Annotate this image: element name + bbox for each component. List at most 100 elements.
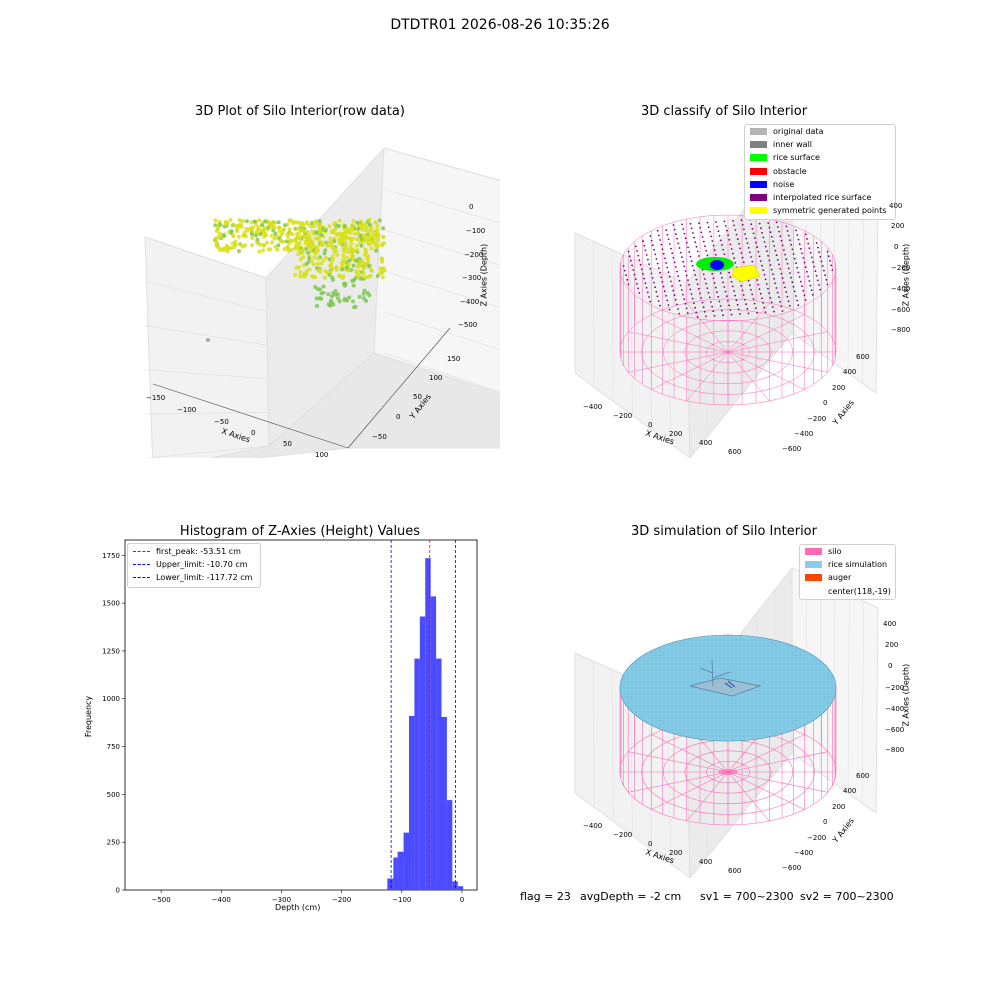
- interpolated-point: [730, 313, 733, 316]
- data-point: [213, 223, 218, 228]
- interpolated-point: [753, 237, 756, 239]
- data-point: [380, 243, 385, 248]
- interpolated-point: [780, 305, 783, 308]
- interpolated-point: [751, 227, 754, 230]
- interpolated-point: [682, 260, 684, 263]
- interpolated-point: [730, 280, 733, 283]
- interpolated-point: [752, 298, 755, 300]
- silo-floor-spoke: [651, 771, 729, 810]
- interpolated-point: [693, 269, 695, 272]
- interpolated-point: [797, 304, 800, 307]
- interpolated-point: [673, 294, 676, 297]
- legend-line: [133, 551, 150, 553]
- data-point: [282, 227, 286, 232]
- interpolated-point: [823, 269, 825, 272]
- data-point: [342, 249, 347, 254]
- data-point: [269, 233, 274, 238]
- interpolated-point: [660, 276, 663, 279]
- hist-bar: [387, 878, 394, 890]
- p1-ztick: −400: [460, 298, 480, 306]
- data-point: [350, 227, 355, 232]
- interpolated-point: [706, 254, 709, 257]
- data-point: [315, 245, 320, 250]
- interpolated-point: [780, 272, 783, 275]
- data-point: [295, 235, 300, 240]
- interpolated-point: [785, 258, 788, 261]
- p1-xtick: −150: [146, 394, 166, 402]
- interpolated-point: [689, 255, 692, 258]
- y-tick-label: 1500: [102, 600, 120, 608]
- interpolated-point: [663, 290, 666, 293]
- interpolated-point: [804, 299, 807, 301]
- interpolated-point: [827, 255, 830, 258]
- y-tick-label: 250: [107, 839, 120, 847]
- interpolated-point: [770, 268, 773, 271]
- interpolated-point: [773, 277, 775, 280]
- data-point: [298, 274, 303, 279]
- p3-xlabel: Depth (cm): [275, 903, 321, 912]
- p2-xtick: 200: [669, 430, 683, 438]
- interpolated-point: [655, 290, 658, 293]
- interpolated-point: [653, 248, 655, 251]
- interpolated-point: [695, 311, 698, 314]
- interpolated-point: [779, 268, 782, 270]
- interpolated-point: [675, 233, 677, 236]
- interpolated-point: [711, 272, 714, 275]
- interpolated-point: [778, 263, 780, 266]
- interpolated-point: [683, 265, 686, 268]
- legend-swatch: [750, 128, 767, 136]
- p2-ytick: 400: [843, 368, 857, 376]
- p2-ytick: −600: [782, 445, 802, 453]
- hist-bar: [452, 881, 458, 890]
- data-point: [299, 248, 304, 253]
- data-point: [303, 234, 308, 239]
- interpolated-point: [819, 255, 822, 258]
- interpolated-point: [775, 287, 778, 289]
- interpolated-point: [702, 240, 705, 243]
- interpolated-point: [671, 285, 673, 287]
- data-point: [311, 262, 316, 267]
- interpolated-point: [824, 274, 826, 277]
- data-point: [213, 218, 218, 223]
- interpolated-point: [809, 284, 812, 287]
- interpolated-point: [749, 251, 751, 254]
- interpolated-point: [670, 247, 672, 250]
- data-point: [321, 284, 326, 289]
- interpolated-point: [643, 244, 646, 247]
- data-point: [330, 245, 335, 250]
- interpolated-point: [745, 237, 748, 240]
- interpolated-point: [775, 221, 778, 224]
- x-tick-label: −400: [212, 896, 231, 904]
- data-point: [307, 267, 312, 272]
- data-point: [217, 231, 222, 236]
- interpolated-point: [782, 281, 785, 284]
- interpolated-point: [765, 283, 768, 285]
- hist-bar: [409, 715, 415, 890]
- data-point: [214, 243, 219, 248]
- data-point: [298, 270, 303, 275]
- data-point: [329, 260, 334, 264]
- interpolated-point: [762, 236, 765, 239]
- interpolated-point: [728, 238, 731, 241]
- interpolated-point: [685, 307, 688, 310]
- panel1-title: 3D Plot of Silo Interior(row data): [195, 104, 405, 119]
- interpolated-point: [751, 293, 754, 296]
- data-point: [306, 250, 311, 255]
- interpolated-point: [705, 315, 707, 318]
- legend-label: first_peak: -53.51 cm: [156, 547, 241, 557]
- silo-floor-spoke: [727, 351, 828, 373]
- interpolated-point: [769, 296, 772, 299]
- data-point: [380, 256, 385, 261]
- p1-xtick: −50: [214, 418, 229, 426]
- grid-line: [847, 594, 850, 794]
- interpolated-point: [667, 271, 670, 274]
- p1-ztick: −200: [464, 251, 484, 259]
- interpolated-point: [661, 248, 664, 251]
- data-point: [289, 239, 294, 243]
- silo-floor-spoke: [727, 751, 828, 773]
- interpolated-point: [659, 239, 661, 241]
- data-point: [327, 272, 332, 277]
- auger-blade: [727, 680, 736, 688]
- interpolated-point: [630, 259, 632, 262]
- interpolated-point: [696, 250, 699, 253]
